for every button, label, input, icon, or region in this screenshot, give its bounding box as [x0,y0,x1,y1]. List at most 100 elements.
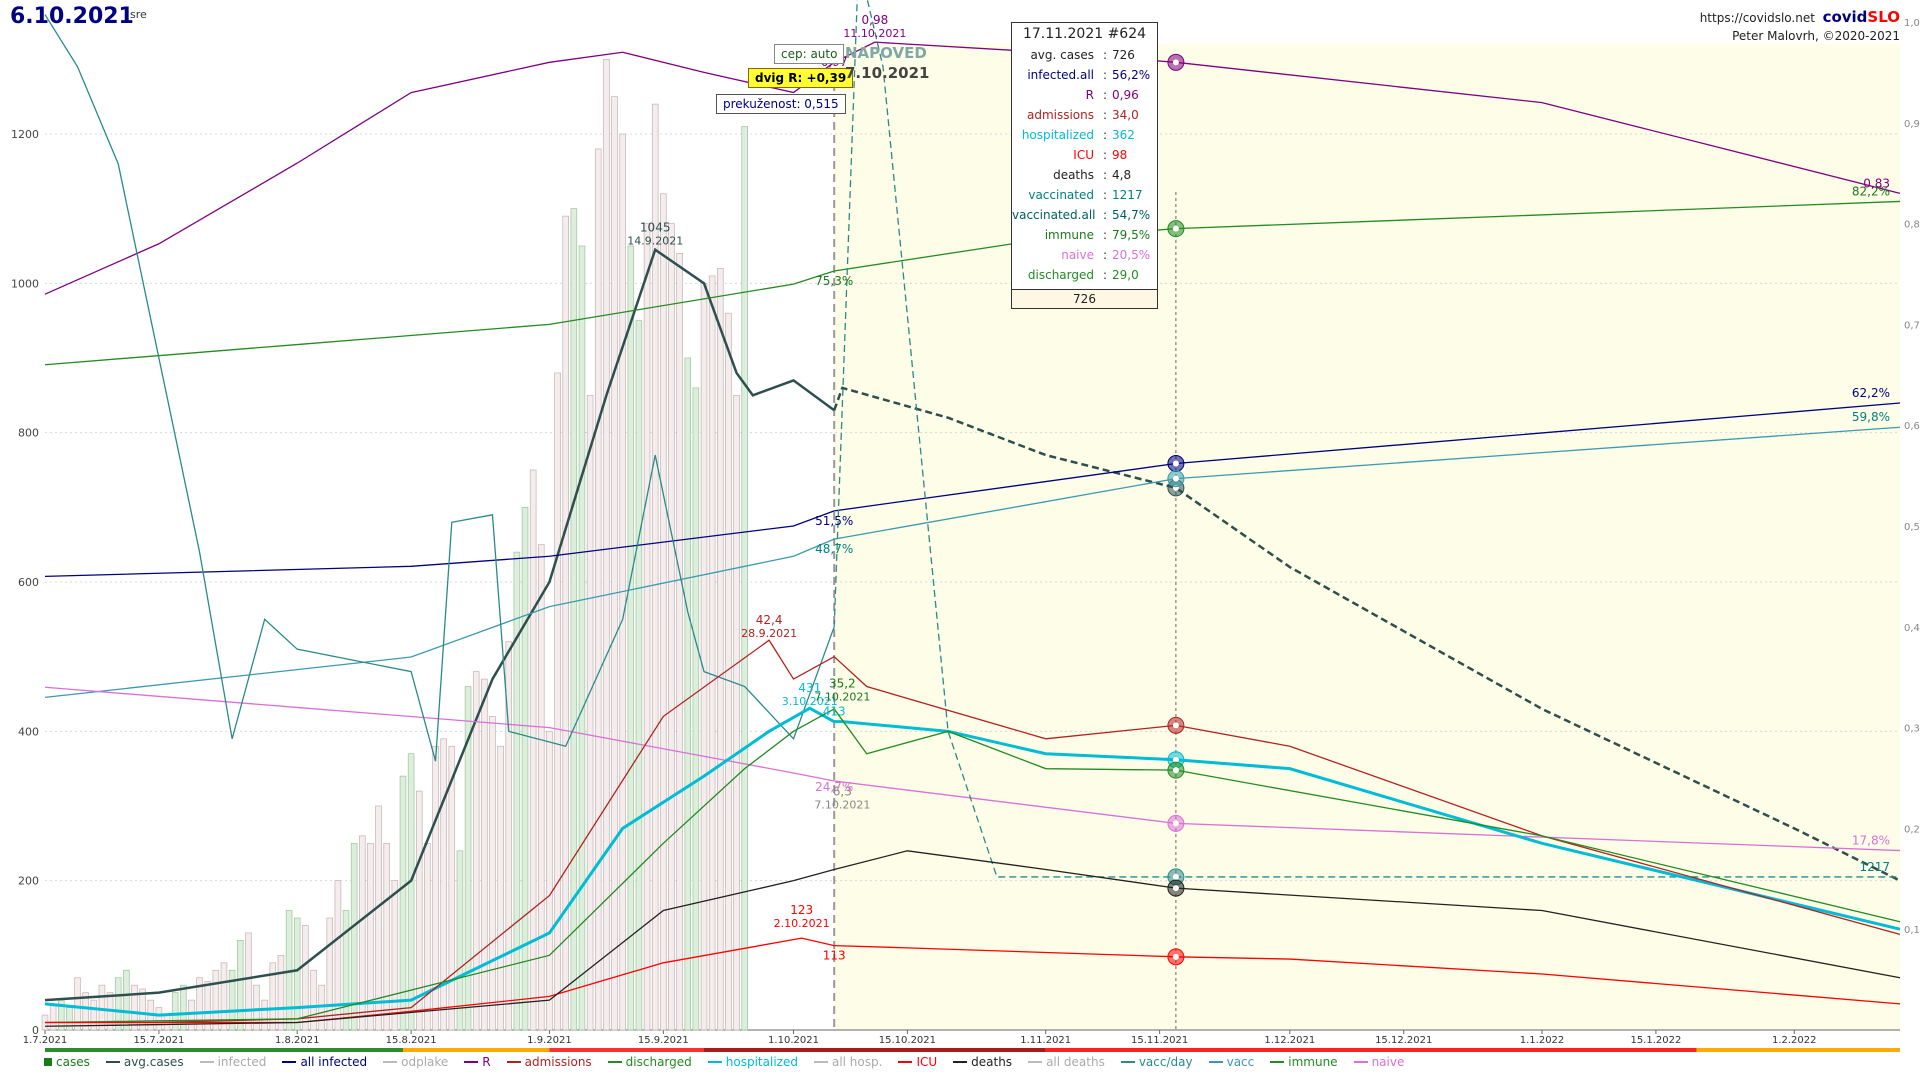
info-row-separator: : [1102,108,1108,122]
legend-item[interactable]: avg.cases [105,1055,184,1069]
marker-dot-center [1172,59,1179,66]
legend-swatch [813,1061,828,1063]
legend-item[interactable]: infected [199,1055,266,1069]
legend-item[interactable]: ICU [898,1055,937,1069]
forecast-background [834,44,1900,1030]
legend-item[interactable]: vacc [1208,1055,1254,1069]
info-row-value: 98 [1112,148,1128,162]
x-tick-label: 1.10.2021 [768,1035,819,1046]
data-label: 413 [823,705,846,719]
case-bar [74,977,81,1031]
case-bar [464,686,472,1031]
info-row: hospitalized:362 [1012,125,1157,145]
case-bar [359,835,366,1031]
case-bar [546,730,553,1031]
bar-chart-icon [44,1058,52,1066]
legend-label: all hosp. [831,1055,883,1069]
info-box-title: 17.11.2021 #624 [1022,26,1147,42]
legend-item[interactable]: cases [44,1055,90,1069]
info-row: immune:79,5% [1012,225,1157,245]
case-bar [684,357,692,1031]
case-bar [603,58,610,1031]
case-bar [269,962,277,1031]
case-bar [578,245,586,1031]
case-bar [497,745,504,1031]
data-label: 6,3 [833,784,852,798]
case-bar [660,193,667,1031]
legend-item[interactable]: all hosp. [813,1055,883,1069]
dvig-r-button[interactable]: dvig R: +0,39 [748,68,854,88]
marker-dot-center [1172,767,1179,774]
case-bar [302,925,309,1031]
y-tick-label-right: 0,1 [1904,925,1920,936]
legend-item[interactable]: immune [1270,1055,1338,1069]
info-row-key: discharged [1027,268,1094,282]
legend-swatch [607,1061,622,1063]
legend-item[interactable]: R [464,1055,491,1069]
x-tick-label: 15.9.2021 [638,1035,689,1046]
x-tick-label: 1.2.2022 [1772,1035,1817,1046]
case-bar [505,641,513,1031]
case-bar [139,988,146,1031]
legend-item[interactable]: deaths [953,1055,1012,1069]
y-tick-label-left: 0 [32,1024,39,1037]
info-row-key: avg. cases [1030,48,1094,62]
data-label: 62,2% [1852,386,1890,400]
page-date: 6.10.2021 [10,4,134,29]
legend-swatch [1120,1061,1135,1063]
author-credit: Peter Malovrh, ©2020-2021 [1732,29,1900,43]
info-row: vaccinated.all:54,7% [1012,205,1157,225]
y-tick-label-left: 600 [18,576,39,589]
legend-item[interactable]: all deaths [1028,1055,1105,1069]
data-label: 0,98 [862,13,889,27]
legend-swatch [464,1061,479,1063]
case-bar [334,880,342,1031]
prekuzenost-button[interactable]: prekuženost: 0,515 [716,94,846,114]
brand-covid: covid [1822,8,1868,26]
case-bar [293,917,301,1031]
info-row-value: 726 [1112,48,1135,62]
risk-strip-segment [402,1048,550,1052]
case-bar [472,671,480,1031]
legend-swatch [1028,1061,1043,1063]
case-bar [253,984,260,1031]
data-label: 35,2 [829,677,856,691]
site-url[interactable]: https://covidslo.net [1699,11,1815,25]
marker-dot-center [1172,722,1179,729]
y-tick-label-right: 0,2 [1904,824,1920,835]
legend-label: all infected [300,1055,368,1069]
case-bar [448,745,456,1031]
series-line [44,51,835,295]
legend-item[interactable]: odplake [383,1055,448,1069]
info-row-key: hospitalized [1021,128,1094,142]
series-line [44,538,835,699]
case-bar [440,738,447,1031]
page-day: sre [130,8,147,21]
marker-dot-center [1172,460,1179,467]
legend-label: odplake [401,1055,449,1069]
y-tick-label-right: 0,7 [1904,320,1920,331]
x-tick-label: 1.8.2021 [275,1035,320,1046]
info-row-value: 0,96 [1112,88,1139,102]
case-bar [245,932,252,1031]
series-line [44,247,835,1002]
legend-label: immune [1288,1055,1338,1069]
legend-label: cases [56,1055,90,1069]
info-row-separator: : [1102,188,1108,202]
case-bar [481,678,488,1031]
legend-item[interactable]: admissions [506,1055,592,1069]
legend-swatch [953,1061,968,1063]
y-tick-label-left: 1200 [11,128,39,141]
legend-swatch [506,1061,521,1063]
legend-item[interactable]: all infected [282,1055,367,1069]
cep-button[interactable]: cep: auto [774,44,845,64]
info-box-footer: 726 [1012,289,1157,308]
legend-item[interactable]: naive [1353,1055,1404,1069]
case-bar [310,969,317,1031]
legend-label: deaths [971,1055,1013,1069]
info-row-separator: : [1102,228,1108,242]
legend-item[interactable]: hospitalized [707,1055,798,1069]
legend-item[interactable]: vacc/day [1120,1055,1193,1069]
legend-item[interactable]: discharged [607,1055,692,1069]
